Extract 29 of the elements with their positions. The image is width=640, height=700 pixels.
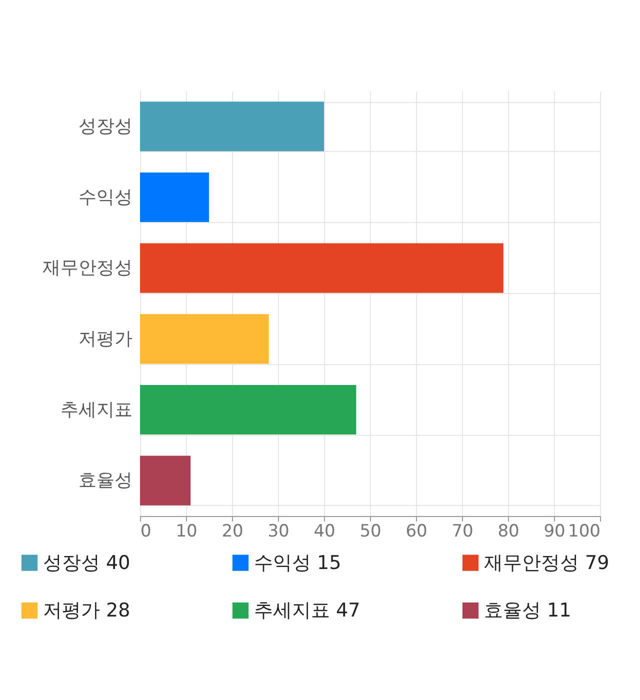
bar xyxy=(140,102,324,152)
x-tick-label: 60 xyxy=(406,522,428,542)
text: 저평가 28 xyxy=(43,600,130,622)
x-tick-label: 20 xyxy=(222,522,244,542)
text: 추세지표 47 xyxy=(254,600,360,622)
x-tick-label: 80 xyxy=(498,522,520,542)
text: 성장성 40 xyxy=(43,552,130,574)
text: 재무안정성 79 xyxy=(484,552,610,574)
bar xyxy=(140,243,504,293)
bar xyxy=(140,314,269,364)
y-tick-label: 효율성 xyxy=(78,470,132,492)
bar xyxy=(140,172,209,222)
x-tick-label: 30 xyxy=(268,522,290,542)
x-tick-label: 40 xyxy=(314,522,336,542)
bar xyxy=(140,384,356,435)
x-tick-label: 10 xyxy=(176,522,198,542)
x-tick-label: 0 xyxy=(140,522,152,542)
y-tick-label: 저평가 xyxy=(78,328,132,350)
y-tick-label: 재무안정성 xyxy=(42,258,132,279)
y-tick-label: 수익성 xyxy=(78,186,132,208)
text: 수익성 15 xyxy=(254,552,342,574)
text: 효율성 11 xyxy=(484,600,572,622)
x-tick-label: 90 xyxy=(544,522,566,542)
x-tick-label: 100 xyxy=(568,522,600,542)
bar xyxy=(140,456,191,506)
x-tick-label: 70 xyxy=(452,522,474,542)
x-tick-label: 50 xyxy=(360,522,382,542)
y-tick-label: 추세지표 xyxy=(60,399,132,420)
y-tick-label: 성장성 xyxy=(78,116,132,137)
